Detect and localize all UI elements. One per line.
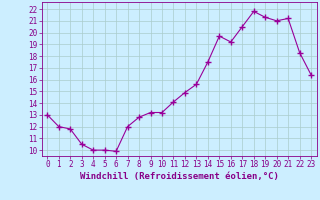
X-axis label: Windchill (Refroidissement éolien,°C): Windchill (Refroidissement éolien,°C) — [80, 172, 279, 181]
